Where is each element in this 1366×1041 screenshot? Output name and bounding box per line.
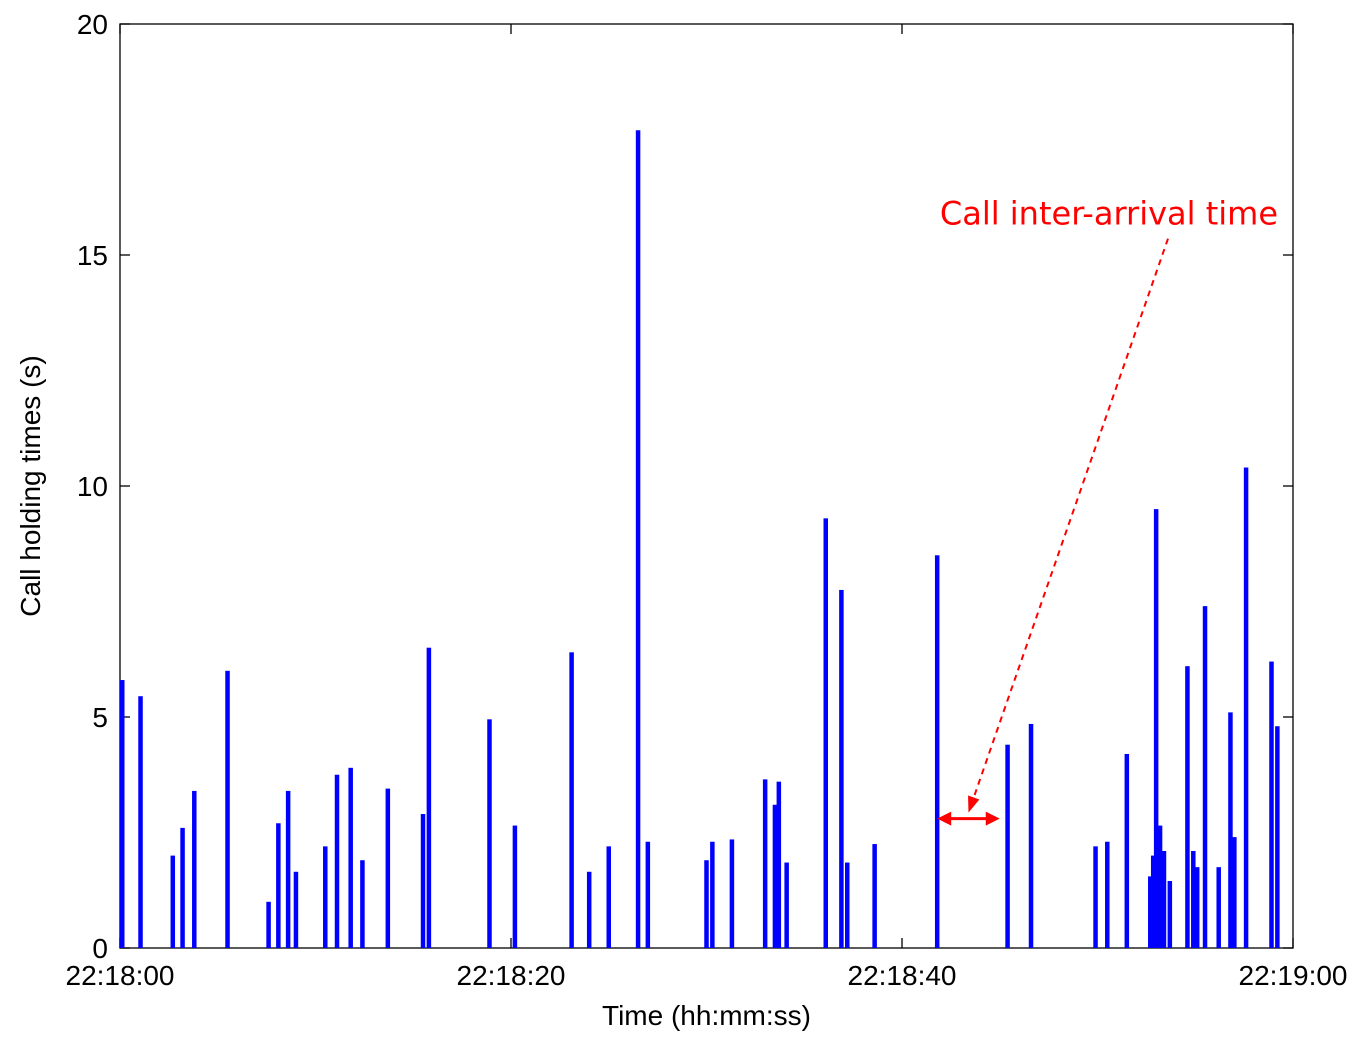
bar [1093, 846, 1098, 948]
bar [1275, 726, 1280, 948]
y-tick-label: 10 [77, 471, 108, 502]
bar [1167, 881, 1173, 948]
bar [1028, 723, 1034, 948]
bar [784, 862, 789, 948]
bar [1202, 606, 1208, 948]
bar [1161, 850, 1167, 948]
bar [1191, 850, 1196, 948]
y-ticks: 0 5 10 15 20 [77, 9, 1293, 964]
x-tick-label: 22:18:00 [66, 960, 175, 991]
bar [1153, 509, 1159, 948]
y-axis-label: Call holding times (s) [15, 355, 46, 616]
y-tick-label: 0 [92, 933, 108, 964]
y-tick-label: 5 [92, 702, 108, 733]
interval-arrowhead-left [937, 811, 952, 826]
bar [729, 839, 735, 948]
bar [1150, 855, 1156, 948]
y-tick-label: 20 [77, 9, 108, 40]
bar [1194, 867, 1200, 948]
bar [1243, 467, 1249, 948]
bar [1185, 666, 1190, 948]
bar [1157, 825, 1163, 948]
bar [710, 841, 715, 948]
bar [170, 855, 176, 948]
bar [1124, 753, 1130, 948]
bar [512, 825, 518, 948]
bar [225, 670, 230, 948]
plot-area [119, 23, 1294, 949]
annotation: Call inter-arrival time [937, 195, 1278, 826]
bar [762, 779, 768, 948]
bar [1228, 712, 1233, 948]
x-tick-label: 22:19:00 [1239, 960, 1348, 991]
bar [772, 804, 778, 948]
interval-arrowhead-right [985, 811, 1000, 826]
bar [266, 901, 271, 948]
bar [606, 846, 611, 948]
x-axis-label: Time (hh:mm:ss) [602, 1000, 811, 1031]
bar [426, 647, 432, 948]
bar [285, 790, 291, 948]
bar [360, 860, 365, 948]
bar [569, 652, 574, 948]
bar [776, 781, 782, 948]
bar [120, 680, 125, 948]
x-tick-label: 22:18:20 [457, 960, 566, 991]
bar [385, 788, 391, 948]
bar [1148, 876, 1153, 948]
bar [1232, 837, 1237, 948]
bar [348, 767, 353, 948]
bar [180, 827, 185, 948]
bar [276, 823, 281, 948]
bar [586, 871, 592, 948]
bar [704, 860, 709, 948]
bar [420, 814, 426, 948]
bar [487, 719, 492, 948]
bar [845, 862, 850, 948]
bar [192, 790, 197, 948]
bar [839, 589, 844, 948]
bar [1216, 867, 1221, 948]
bar [1269, 661, 1274, 948]
bar [323, 846, 328, 948]
bar [334, 774, 340, 948]
y-tick-label: 15 [77, 240, 108, 271]
bar [645, 841, 651, 948]
bar [1005, 744, 1010, 948]
x-tick-label: 22:18:40 [848, 960, 957, 991]
bar [823, 518, 829, 948]
bar [138, 696, 143, 948]
bar [635, 130, 641, 948]
bar [934, 555, 940, 948]
bar [872, 844, 877, 948]
bars [120, 130, 1280, 948]
bar [1105, 841, 1110, 948]
bar [293, 871, 299, 948]
annotation-leader-arrowhead [968, 795, 980, 813]
annotation-text: Call inter-arrival time [940, 195, 1278, 233]
